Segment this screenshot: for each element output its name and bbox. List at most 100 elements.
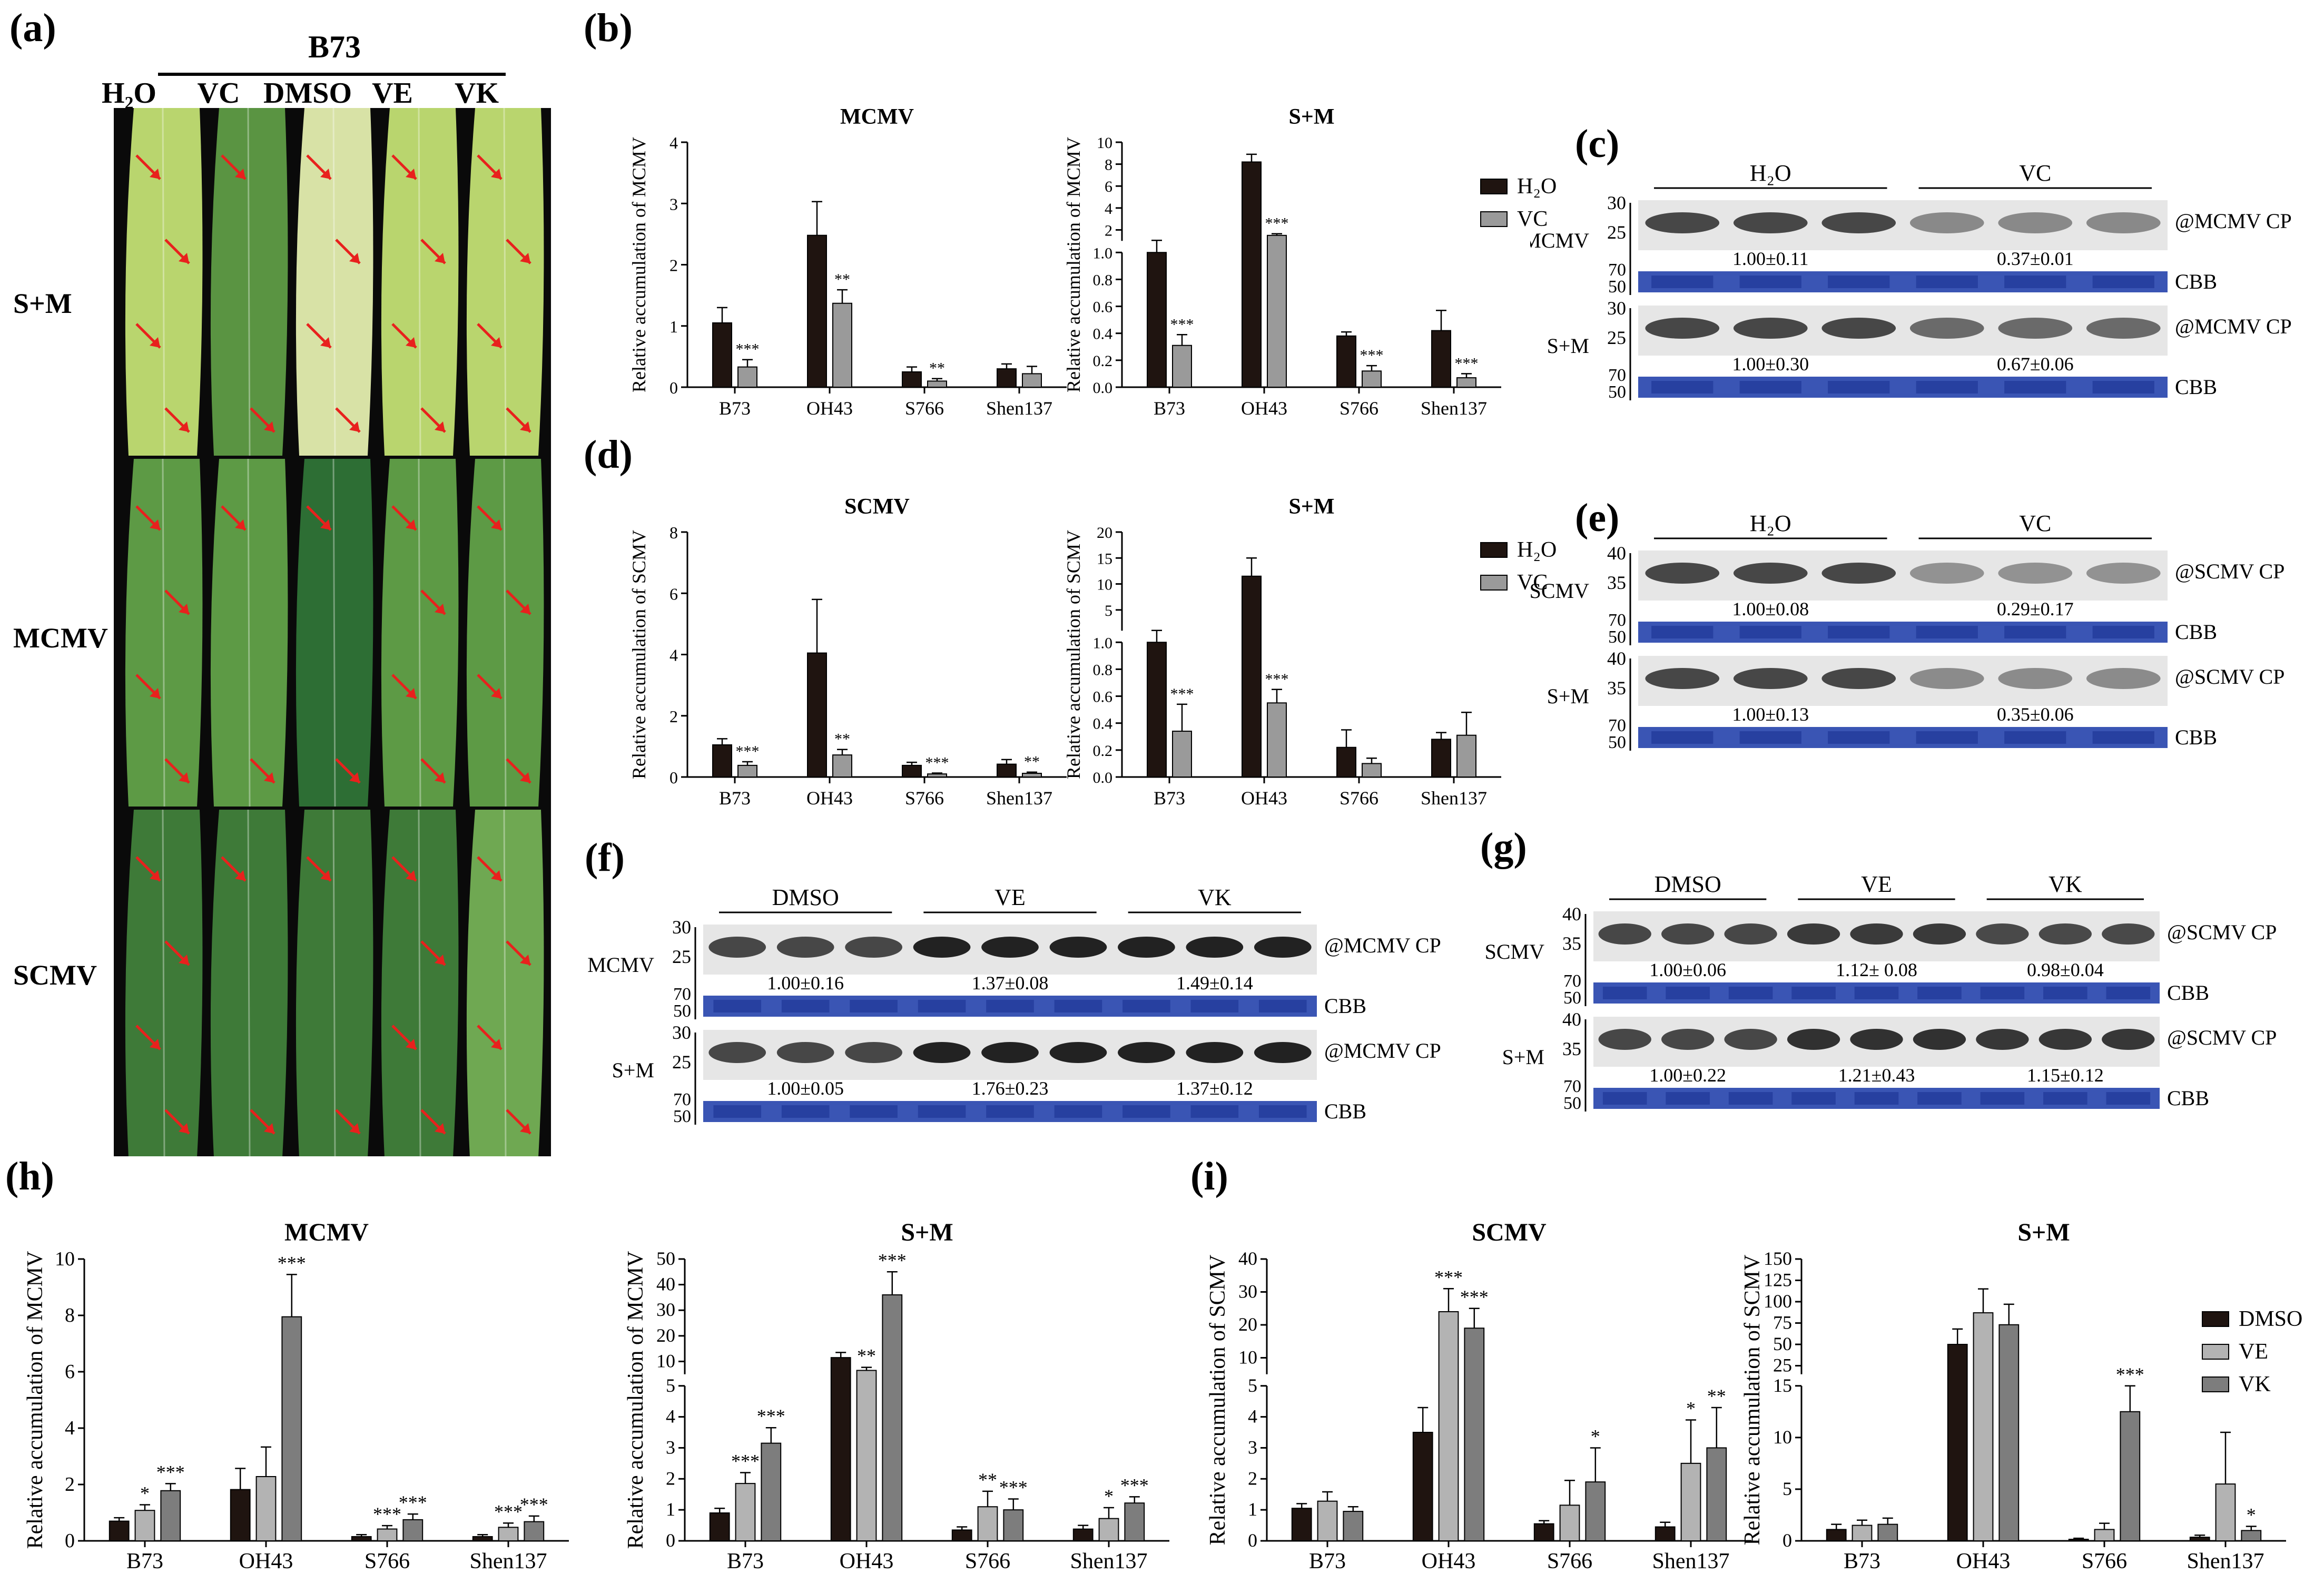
bar bbox=[1242, 161, 1262, 388]
bar bbox=[1947, 1344, 1968, 1541]
blot-quant-value: 1.12± 0.08 bbox=[1836, 959, 1917, 980]
leaf-midrib bbox=[332, 809, 336, 1156]
marker-label: 70 bbox=[1563, 971, 1581, 991]
blot-band bbox=[1118, 1042, 1175, 1063]
cbb-lane bbox=[713, 1000, 762, 1012]
x-tick-label: S766 bbox=[905, 788, 944, 809]
blot-quant-value: 1.00±0.11 bbox=[1732, 248, 1808, 269]
bar bbox=[1559, 1504, 1580, 1542]
x-tick-label: B73 bbox=[719, 398, 751, 419]
blot-band bbox=[708, 1042, 766, 1063]
marker-label: 50 bbox=[1608, 733, 1626, 752]
significance-mark: ** bbox=[834, 271, 850, 288]
bar bbox=[2068, 1539, 2089, 1541]
blot-band bbox=[1909, 563, 1984, 584]
cbb-lane bbox=[1728, 987, 1773, 999]
y-tick-label: 10 bbox=[1773, 1427, 1792, 1448]
bar bbox=[1147, 252, 1167, 388]
red-arrowhead bbox=[435, 253, 445, 263]
blot-quant-value: 1.00±0.30 bbox=[1732, 353, 1809, 375]
marker-label: 70 bbox=[1608, 611, 1626, 630]
y-tick-label: 0 bbox=[669, 378, 678, 397]
blot-target-label: @SCMV CP bbox=[2175, 665, 2284, 689]
blot-band bbox=[1724, 1029, 1777, 1050]
bar bbox=[832, 302, 852, 388]
cbb-stain bbox=[1638, 377, 2168, 398]
significance-mark: *** bbox=[278, 1252, 306, 1273]
y-tick-label: 2 bbox=[669, 256, 678, 275]
blot-quant-value: 1.15±0.12 bbox=[2027, 1065, 2104, 1086]
leaf bbox=[210, 810, 288, 1156]
x-tick-label: Shen137 bbox=[470, 1549, 547, 1574]
red-arrowhead bbox=[150, 1039, 160, 1049]
bar bbox=[1242, 575, 1262, 778]
blot-membrane bbox=[1638, 200, 2168, 250]
blot-band bbox=[2086, 563, 2161, 584]
significance-mark: * bbox=[1686, 1398, 1696, 1419]
leaf bbox=[381, 459, 459, 807]
cbb-label: CBB bbox=[2175, 375, 2217, 399]
chart-i-s-m: S+M Relative accumulation of SCMV 0 5 10 1525… bbox=[1740, 1218, 2286, 1574]
red-arrowhead bbox=[150, 870, 160, 881]
blot-row-label: S+M bbox=[1502, 1045, 1544, 1069]
blot-band bbox=[2086, 212, 2161, 233]
y-tick-label: 0.2 bbox=[1093, 352, 1113, 370]
blot-target-label: @SCMV CP bbox=[2175, 559, 2284, 583]
blot-band bbox=[1724, 923, 1777, 945]
red-arrowhead bbox=[520, 604, 530, 614]
cbb-lane bbox=[1054, 1000, 1102, 1012]
red-arrowhead bbox=[320, 519, 331, 530]
red-arrowhead bbox=[235, 519, 245, 530]
cbb-label: CBB bbox=[2175, 620, 2217, 644]
x-tick-label: S766 bbox=[1340, 398, 1378, 419]
cbb-lane bbox=[1739, 626, 1801, 638]
cbb-lane bbox=[1854, 1092, 1899, 1105]
photo-row-label: S+M bbox=[13, 288, 72, 319]
bar bbox=[1431, 739, 1451, 778]
y-tick-label: 1 bbox=[666, 1499, 675, 1520]
y-tick-label: 30 bbox=[1238, 1281, 1257, 1302]
blot-band bbox=[2102, 1029, 2155, 1050]
legend-label: H₂O bbox=[1517, 538, 1557, 562]
y-tick-label: 15 bbox=[1097, 550, 1112, 567]
y-tick-label: 2 bbox=[65, 1473, 75, 1496]
y-tick-label: 0.6 bbox=[1093, 299, 1113, 316]
blot-band bbox=[1186, 1042, 1244, 1063]
significance-mark: ** bbox=[1024, 753, 1040, 771]
x-tick-label: Shen137 bbox=[986, 788, 1052, 809]
bar bbox=[1291, 1508, 1312, 1542]
cbb-lane bbox=[1916, 731, 1978, 744]
red-arrowhead bbox=[179, 604, 189, 614]
bar bbox=[1267, 702, 1287, 778]
cbb-lane bbox=[1651, 381, 1714, 394]
bar bbox=[1317, 1500, 1338, 1541]
blot-band bbox=[708, 937, 766, 958]
red-arrowhead bbox=[406, 169, 416, 179]
marker-label: 70 bbox=[1563, 1077, 1581, 1096]
marker-label: 30 bbox=[1607, 192, 1626, 213]
y-tick-label: 1.0 bbox=[1093, 244, 1113, 262]
significance-mark: *** bbox=[999, 1477, 1028, 1498]
blot-row-label: S+M bbox=[1547, 334, 1589, 358]
red-arrowhead bbox=[435, 772, 445, 783]
legend-item: VK bbox=[2202, 1372, 2302, 1397]
panel-label-b: b bbox=[584, 5, 633, 51]
y-tick-label: 1.0 bbox=[1093, 634, 1113, 652]
x-tick-label: Shen137 bbox=[986, 398, 1052, 419]
marker-label: 35 bbox=[1607, 677, 1626, 699]
cbb-label: CBB bbox=[2175, 725, 2217, 749]
legend-label: VC bbox=[1517, 571, 1548, 595]
blot-band bbox=[1821, 563, 1896, 584]
blot-band bbox=[1186, 937, 1244, 958]
red-arrowhead bbox=[349, 421, 360, 432]
y-tick-label: 1 bbox=[1248, 1499, 1257, 1520]
x-tick-label: OH43 bbox=[1422, 1549, 1476, 1574]
marker-label: 25 bbox=[1607, 327, 1626, 348]
y-axis-label: Relative accumulation of MCMV bbox=[1063, 137, 1084, 392]
y-tick-label: 3 bbox=[1248, 1437, 1257, 1458]
bar bbox=[377, 1528, 398, 1542]
y-tick-label: 1 bbox=[669, 317, 678, 336]
blot-band bbox=[1661, 1029, 1715, 1050]
blot-band bbox=[1733, 563, 1808, 584]
